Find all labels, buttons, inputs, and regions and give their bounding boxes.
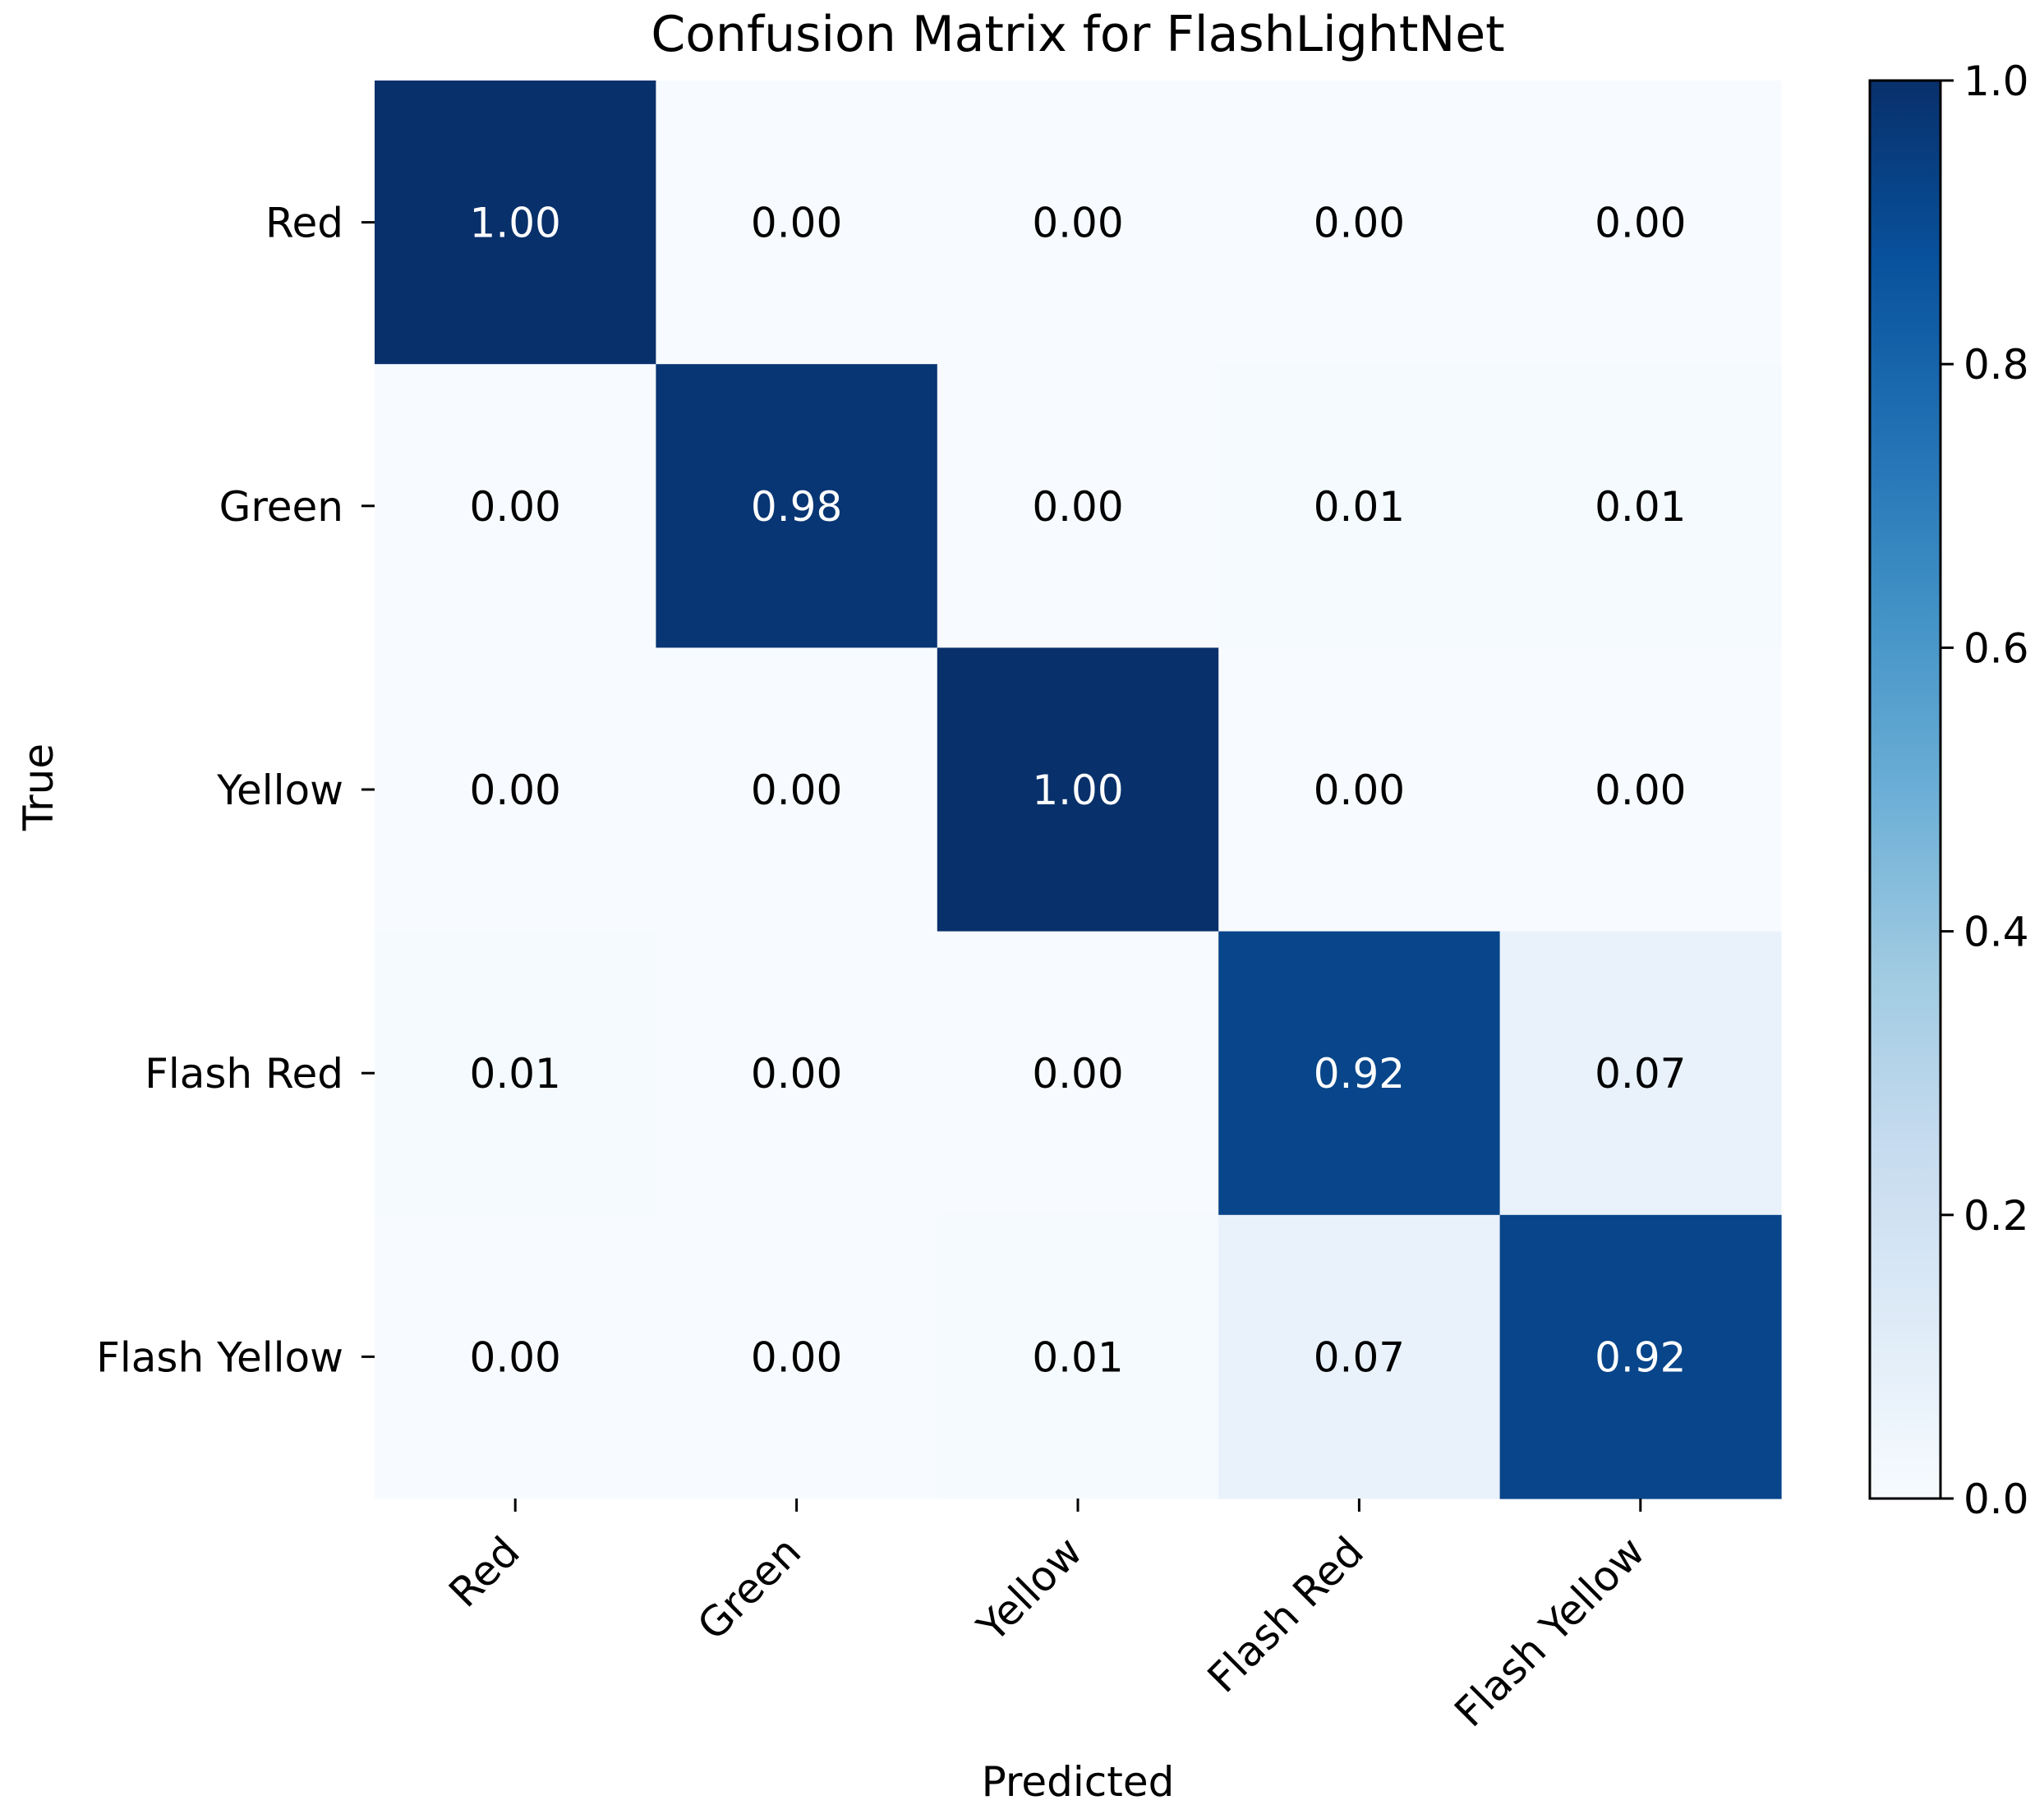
- cell-value-r4-c2: 0.01: [1032, 1333, 1123, 1381]
- cell-value-r4-c1: 0.00: [751, 1333, 842, 1381]
- colorbar-tick-label: 0.8: [1963, 341, 2029, 389]
- y-tick-label: Red: [265, 200, 343, 247]
- x-tick-label: Red: [440, 1527, 528, 1616]
- y-tick-label: Yellow: [216, 767, 343, 814]
- heatmap-cell-labels: 1.00 0.00 0.00 0.00 0.00 0.00 0.98 0.00 0.01 0.01…: [470, 200, 1687, 1382]
- cell-value-r0-c4: 0.00: [1595, 200, 1686, 247]
- heatmap-cell-r0-c1: [656, 81, 938, 365]
- cell-value-r1-c0: 0.00: [470, 483, 561, 531]
- heatmap-cell-r4-c3: [1218, 1214, 1501, 1499]
- y-axis-label: True: [15, 744, 62, 831]
- x-axis: Red Green Yellow Flash Red Flash Yellow: [440, 1499, 1654, 1736]
- heatmap-cell-r2-c1: [656, 647, 938, 932]
- heatmap-cell-r1-c1: [656, 364, 938, 648]
- cell-value-r2-c3: 0.00: [1314, 767, 1405, 814]
- cell-value-r3-c4: 0.07: [1595, 1050, 1686, 1098]
- x-tick-label: Flash Red: [1199, 1527, 1373, 1701]
- y-axis: Red Green Yellow Flash Red Flash Yellow: [96, 200, 375, 1381]
- heatmap-cell-r3-c4: [1499, 931, 1782, 1216]
- heatmap-cell-r1-c0: [375, 364, 656, 648]
- heatmap-cells: [375, 81, 1782, 1499]
- heatmap-cell-r0-c4: [1499, 81, 1782, 365]
- colorbar-tick-label: 0.4: [1963, 909, 2029, 956]
- heatmap-cell-r4-c4: [1499, 1214, 1782, 1499]
- colorbar-gradient: [1868, 79, 1942, 1500]
- heatmap-cell-r4-c1: [656, 1214, 938, 1499]
- colorbar-tick-label: 1.0: [1963, 58, 2029, 105]
- heatmap-cell-r4-c0: [375, 1214, 656, 1499]
- heatmap-cell-r2-c4: [1499, 647, 1782, 932]
- heatmap-cell-r2-c0: [375, 647, 656, 932]
- cell-value-r2-c1: 0.00: [751, 767, 842, 814]
- cell-value-r3-c3: 0.92: [1314, 1050, 1405, 1098]
- cell-value-r4-c4: 0.92: [1595, 1333, 1686, 1381]
- heatmap-cell-r3-c2: [937, 931, 1219, 1216]
- heatmap-cell-r0-c2: [937, 81, 1219, 365]
- cell-value-r0-c0: 1.00: [470, 200, 561, 247]
- heatmap-cell-r1-c4: [1499, 364, 1782, 648]
- cell-value-r3-c1: 0.00: [751, 1050, 842, 1098]
- heatmap-cell-r3-c3: [1218, 931, 1501, 1216]
- y-tick-label: Green: [219, 483, 343, 531]
- x-tick-label: Flash Yellow: [1446, 1527, 1655, 1736]
- cell-value-r2-c4: 0.00: [1595, 767, 1686, 814]
- heatmap-cell-r2-c3: [1218, 647, 1501, 932]
- cell-value-r1-c2: 0.00: [1032, 483, 1123, 531]
- heatmap-cell-r0-c3: [1218, 81, 1501, 365]
- cell-value-r0-c1: 0.00: [751, 200, 842, 247]
- heatmap-cell-r4-c2: [937, 1214, 1219, 1499]
- heatmap-cell-r3-c1: [656, 931, 938, 1216]
- cell-value-r1-c3: 0.01: [1314, 483, 1405, 531]
- cell-value-r0-c3: 0.00: [1314, 200, 1405, 247]
- cell-value-r3-c0: 0.01: [470, 1050, 561, 1098]
- x-tick-label: Yellow: [968, 1527, 1092, 1651]
- heatmap-cell-r3-c0: [375, 931, 656, 1216]
- cell-value-r1-c1: 0.98: [751, 483, 842, 531]
- colorbar: 0.0 0.2 0.4 0.6 0.8 1.0: [1868, 58, 2029, 1523]
- y-tick-label: Flash Yellow: [96, 1333, 343, 1381]
- colorbar-tick-label: 0.6: [1963, 624, 2029, 672]
- chart-title: Confusion Matrix for FlashLightNet: [651, 6, 1504, 63]
- cell-value-r2-c2: 1.00: [1032, 767, 1123, 814]
- y-tick-label: Flash Red: [145, 1050, 343, 1098]
- heatmap-cell-r0-c0: [375, 81, 656, 365]
- heatmap-cell-r2-c2: [937, 647, 1219, 932]
- heatmap-cell-r1-c2: [937, 364, 1219, 648]
- heatmap-cell-r1-c3: [1218, 364, 1501, 648]
- cell-value-r4-c0: 0.00: [470, 1333, 561, 1381]
- cell-value-r0-c2: 0.00: [1032, 200, 1123, 247]
- x-axis-label: Predicted: [982, 1758, 1175, 1806]
- cell-value-r4-c3: 0.07: [1314, 1333, 1405, 1381]
- cell-value-r3-c2: 0.00: [1032, 1050, 1123, 1098]
- cell-value-r2-c0: 0.00: [470, 767, 561, 814]
- cell-value-r1-c4: 0.01: [1595, 483, 1686, 531]
- colorbar-tick-label: 0.0: [1963, 1476, 2029, 1523]
- x-tick-label: Green: [688, 1527, 810, 1649]
- colorbar-tick-label: 0.2: [1963, 1192, 2029, 1240]
